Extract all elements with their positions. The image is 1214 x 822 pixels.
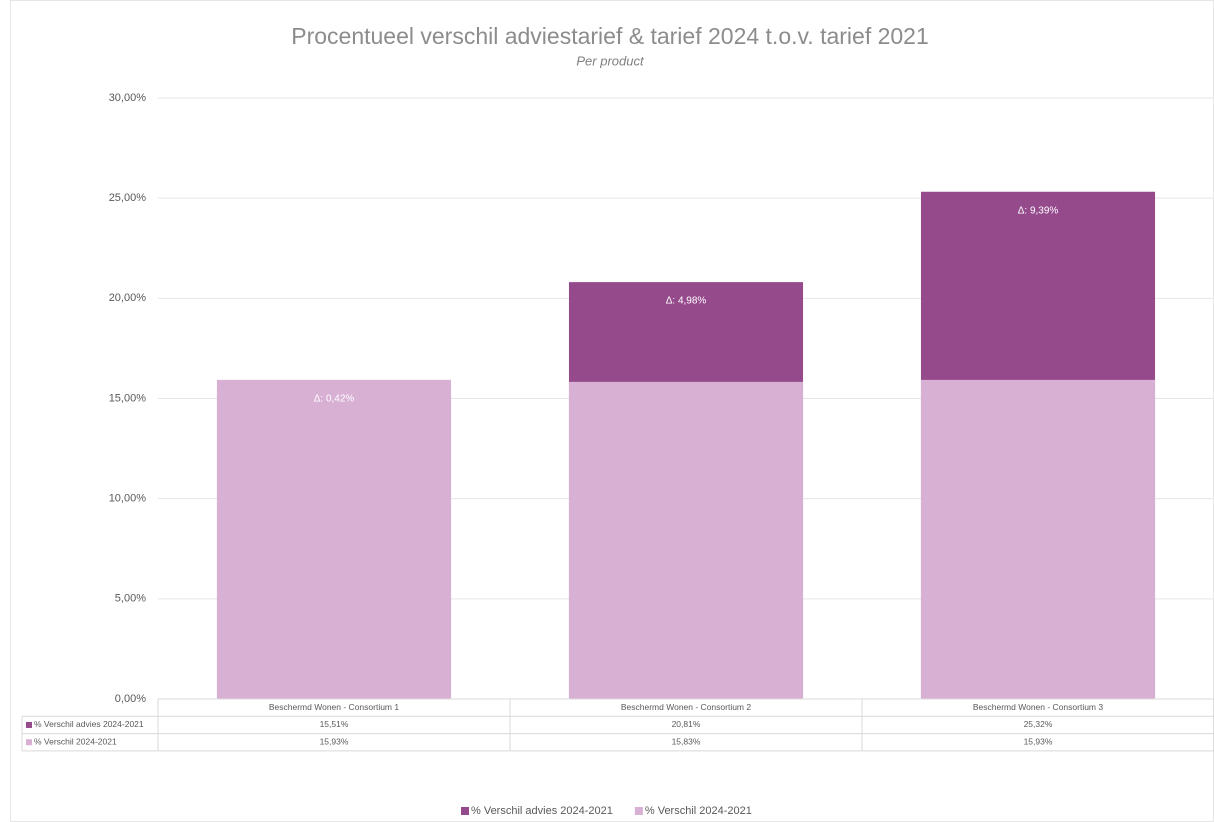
y-tick-label: 10,00% [109, 493, 147, 505]
y-tick-label: 5,00% [115, 593, 146, 605]
x-tick-label: Beschermd Wonen - Consortium 2 [621, 702, 752, 712]
table-legend-key [26, 721, 32, 728]
y-tick-label: 15,00% [109, 392, 147, 404]
legend-key [634, 807, 643, 815]
bar [920, 379, 1156, 699]
table-value: 25,32% [1024, 719, 1053, 729]
delta-label: Δ: 0,42% [314, 394, 355, 405]
legend-label: % Verschil advies 2024-2021 [471, 805, 613, 817]
table-value: 15,93% [1024, 737, 1053, 747]
table-value: 20,81% [672, 719, 701, 729]
y-tick-label: 25,00% [109, 192, 147, 204]
legend-label: % Verschil 2024-2021 [645, 805, 752, 817]
table-value: 15,51% [320, 719, 349, 729]
table-legend-key [26, 739, 32, 746]
chart-title: Procentueel verschil adviestarief & tari… [291, 23, 929, 49]
x-tick-label: Beschermd Wonen - Consortium 1 [269, 702, 400, 712]
bar [568, 381, 804, 699]
delta-label: Δ: 4,98% [666, 296, 707, 307]
delta-label: Δ: 9,39% [1018, 205, 1059, 216]
table-value: 15,83% [672, 737, 701, 747]
bar [216, 379, 452, 699]
y-tick-label: 0,00% [115, 693, 146, 705]
y-tick-label: 30,00% [109, 92, 147, 104]
table-series-name: % Verschil advies 2024-2021 [34, 719, 144, 729]
x-tick-label: Beschermd Wonen - Consortium 3 [973, 702, 1104, 712]
table-series-name: % Verschil 2024-2021 [34, 737, 117, 747]
legend-key [461, 807, 469, 815]
chart-subtitle: Per product [576, 53, 645, 68]
y-tick-label: 20,00% [109, 292, 147, 304]
table-value: 15,93% [320, 737, 349, 747]
